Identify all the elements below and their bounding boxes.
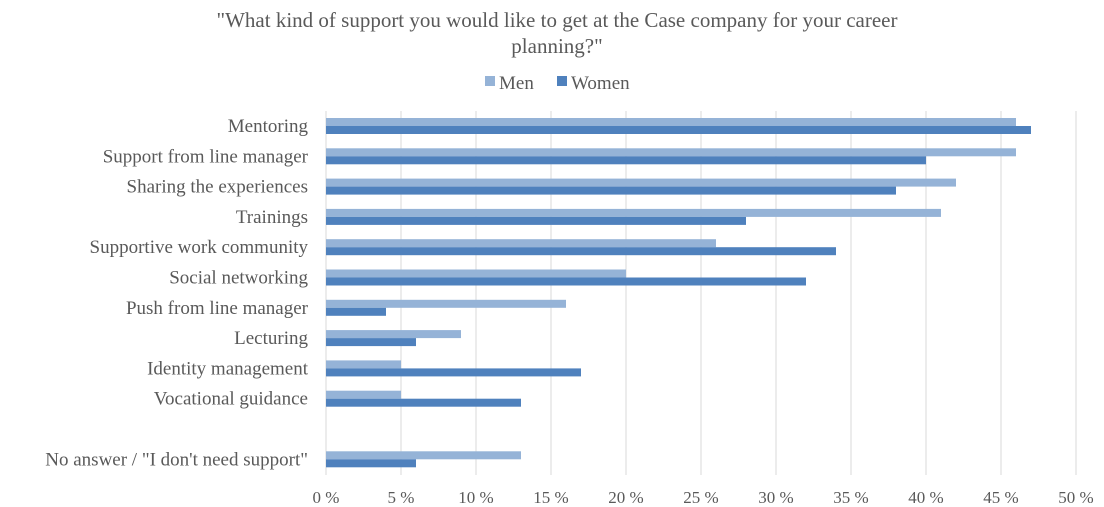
x-tick-label: 50 % bbox=[1058, 488, 1093, 507]
category-label: Social networking bbox=[169, 268, 308, 289]
bar-women-3 bbox=[326, 216, 746, 225]
chart-title-line-2: planning?" bbox=[511, 34, 602, 58]
gridlines bbox=[325, 111, 1077, 475]
bar-women-6 bbox=[326, 307, 386, 316]
bar-men-5 bbox=[326, 269, 626, 278]
bar-women-11 bbox=[326, 459, 416, 468]
category-label: Trainings bbox=[236, 207, 308, 228]
chart-title-line-1: "What kind of support you would like to … bbox=[217, 8, 898, 32]
x-tick-label: 45 % bbox=[983, 488, 1018, 507]
x-tick-label: 15 % bbox=[533, 488, 568, 507]
legend-swatch-women bbox=[557, 76, 567, 86]
legend-swatch-men bbox=[485, 76, 495, 86]
category-labels: Mentoring Support from line manager Sharin… bbox=[45, 116, 308, 470]
bar-women-8 bbox=[326, 368, 581, 377]
x-tick-labels: 0 % 5 % 10 % 15 % 20 % 25 % 30 % 35 % 40 % 45 % 50… bbox=[313, 488, 1094, 507]
chart-title: "What kind of support you would like to … bbox=[217, 8, 898, 58]
bar-men-7 bbox=[326, 330, 461, 339]
x-tick-label: 30 % bbox=[758, 488, 793, 507]
legend-label-women: Women bbox=[571, 73, 630, 94]
bar-men-0 bbox=[326, 118, 1016, 126]
legend-label-men: Men bbox=[499, 73, 534, 94]
category-label: Supportive work community bbox=[90, 237, 309, 258]
category-label: Identity management bbox=[147, 358, 309, 379]
bar-women-1 bbox=[326, 156, 926, 165]
x-tick-label: 35 % bbox=[833, 488, 868, 507]
bars bbox=[326, 118, 1031, 468]
bar-men-4 bbox=[326, 239, 716, 248]
legend: Men Women bbox=[485, 73, 630, 94]
x-tick-label: 0 % bbox=[313, 488, 340, 507]
bar-men-3 bbox=[326, 208, 941, 217]
x-tick-label: 40 % bbox=[908, 488, 943, 507]
category-label: Push from line manager bbox=[126, 298, 309, 319]
bar-women-2 bbox=[326, 186, 896, 195]
x-tick-label: 5 % bbox=[388, 488, 415, 507]
category-label: Vocational guidance bbox=[154, 389, 308, 410]
category-label: Lecturing bbox=[234, 328, 308, 349]
x-tick-label: 20 % bbox=[608, 488, 643, 507]
bar-men-11 bbox=[326, 451, 521, 460]
bar-women-5 bbox=[326, 277, 806, 286]
bar-women-4 bbox=[326, 247, 836, 256]
category-label: No answer / "I don't need support" bbox=[45, 449, 308, 470]
bar-women-9 bbox=[326, 398, 521, 407]
bar-men-2 bbox=[326, 178, 956, 187]
category-label: Sharing the experiences bbox=[127, 177, 308, 198]
x-tick-label: 10 % bbox=[458, 488, 493, 507]
bar-women-7 bbox=[326, 338, 416, 347]
bar-men-6 bbox=[326, 299, 566, 308]
bar-men-9 bbox=[326, 390, 401, 399]
x-tick-label: 25 % bbox=[683, 488, 718, 507]
bar-women-0 bbox=[326, 126, 1031, 134]
category-label: Mentoring bbox=[228, 116, 309, 137]
bar-men-8 bbox=[326, 360, 401, 369]
category-label: Support from line manager bbox=[103, 146, 309, 167]
bar-men-1 bbox=[326, 148, 1016, 157]
